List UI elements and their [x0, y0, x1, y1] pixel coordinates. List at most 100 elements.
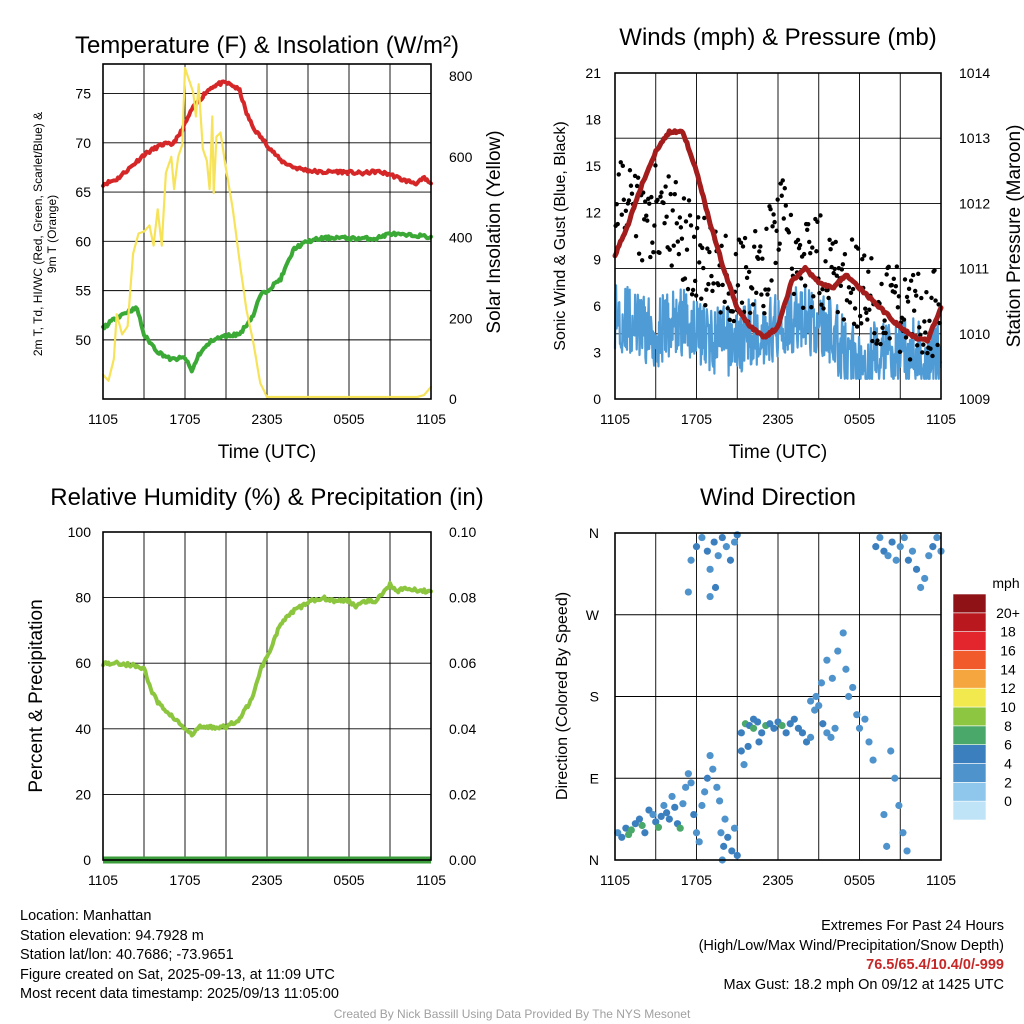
- gust-point: [933, 298, 938, 303]
- direction-point: [671, 803, 679, 811]
- direction-point: [687, 779, 695, 787]
- gust-point: [683, 219, 689, 224]
- gust-point: [920, 350, 925, 355]
- gust-point: [691, 234, 697, 240]
- gust-point: [917, 325, 922, 330]
- gust-point: [818, 213, 823, 218]
- x-tick-label: 0505: [844, 411, 875, 427]
- gust-point: [850, 286, 856, 292]
- gust-point: [866, 269, 871, 274]
- gust-point: [754, 290, 759, 296]
- direction-point: [896, 543, 904, 551]
- gust-point: [627, 168, 633, 173]
- direction-point: [892, 556, 900, 564]
- y-tick-label: 21: [585, 65, 601, 81]
- gust-point: [719, 243, 724, 249]
- colorbar-swatch: [952, 782, 987, 802]
- gust-point: [694, 225, 700, 231]
- gust-point: [800, 305, 806, 310]
- colorbar-swatch: [952, 687, 987, 708]
- gust-point: [644, 213, 649, 218]
- panel-title: Wind Direction: [700, 484, 856, 511]
- gust-point: [852, 306, 858, 311]
- colorbar-swatch: [952, 631, 987, 651]
- gust-point: [706, 281, 711, 287]
- direction-point: [692, 829, 701, 837]
- gust-point: [908, 278, 914, 283]
- direction-point: [749, 724, 758, 732]
- direction-point: [872, 543, 880, 551]
- plot-frame: [614, 72, 942, 400]
- direction-point: [815, 701, 823, 710]
- gust-point: [774, 228, 779, 234]
- gust-point: [921, 342, 926, 347]
- gust-point: [832, 266, 837, 272]
- gust-point: [903, 335, 909, 340]
- y-tick-label-right: 200: [449, 310, 473, 326]
- gust-point: [765, 292, 770, 297]
- direction-point: [721, 815, 729, 823]
- x-tick-label: 1105: [416, 872, 446, 888]
- gust-point: [786, 230, 792, 235]
- x-tick-label: 2305: [762, 872, 793, 888]
- direction-point: [912, 565, 921, 573]
- gust-point: [628, 183, 634, 188]
- direction-point: [744, 742, 752, 751]
- colorbar-label: 10: [1000, 699, 1016, 715]
- gust-point: [725, 306, 730, 311]
- gust-point: [869, 256, 874, 261]
- direction-point: [849, 683, 857, 692]
- gust-point: [676, 251, 682, 257]
- gust-point: [733, 251, 739, 257]
- x-tick-label: 1105: [416, 411, 446, 427]
- elevation-text: Station elevation: 94.7928 m: [20, 927, 204, 944]
- location-text: Location: Manhattan: [20, 908, 152, 924]
- gust-point: [662, 221, 667, 226]
- colorbar-label: 8: [1004, 718, 1012, 734]
- gust-point: [904, 294, 910, 300]
- y-tick-label-right: 1009: [959, 391, 990, 407]
- gust-point: [677, 215, 683, 220]
- gust-point: [782, 186, 787, 191]
- direction-point: [684, 588, 692, 596]
- gust-point: [639, 258, 645, 263]
- gust-point: [883, 330, 888, 336]
- plot-frame: [614, 532, 942, 861]
- gust-point: [879, 281, 884, 287]
- gust-point: [693, 293, 699, 298]
- gust-point: [893, 283, 899, 289]
- y-tick-label: N: [589, 852, 599, 868]
- gust-point: [762, 311, 767, 316]
- x-tick-label: 2305: [251, 872, 282, 888]
- gust-point: [747, 310, 753, 316]
- gust-point: [671, 243, 676, 248]
- direction-point: [834, 647, 842, 655]
- y-tick-label-right: 1011: [959, 261, 989, 277]
- colorbar-swatch: [952, 744, 987, 764]
- gust-point: [770, 224, 775, 229]
- gust-point: [703, 303, 708, 308]
- gust-point: [649, 194, 654, 200]
- gust-point: [769, 278, 774, 283]
- direction-point: [657, 812, 665, 821]
- direction-point: [904, 556, 913, 564]
- gust-point: [675, 239, 681, 244]
- gust-point: [616, 172, 621, 177]
- plot-frame: [102, 531, 432, 861]
- gust-point: [781, 216, 786, 221]
- direction-point: [698, 533, 706, 542]
- gust-point: [929, 295, 934, 301]
- gust-point: [652, 223, 657, 228]
- colorbar-swatch: [952, 650, 987, 670]
- extremes-values: 76.5/65.4/10.4/0/-999: [866, 957, 1004, 974]
- direction-point: [641, 829, 649, 837]
- direction-point: [876, 533, 884, 542]
- y-tick-label-right: 600: [449, 149, 473, 165]
- gust-point: [817, 290, 822, 296]
- gust-point: [686, 198, 692, 203]
- gust-point: [758, 244, 763, 249]
- gust-point: [828, 246, 833, 252]
- direction-point: [706, 592, 714, 601]
- gust-point: [764, 226, 769, 232]
